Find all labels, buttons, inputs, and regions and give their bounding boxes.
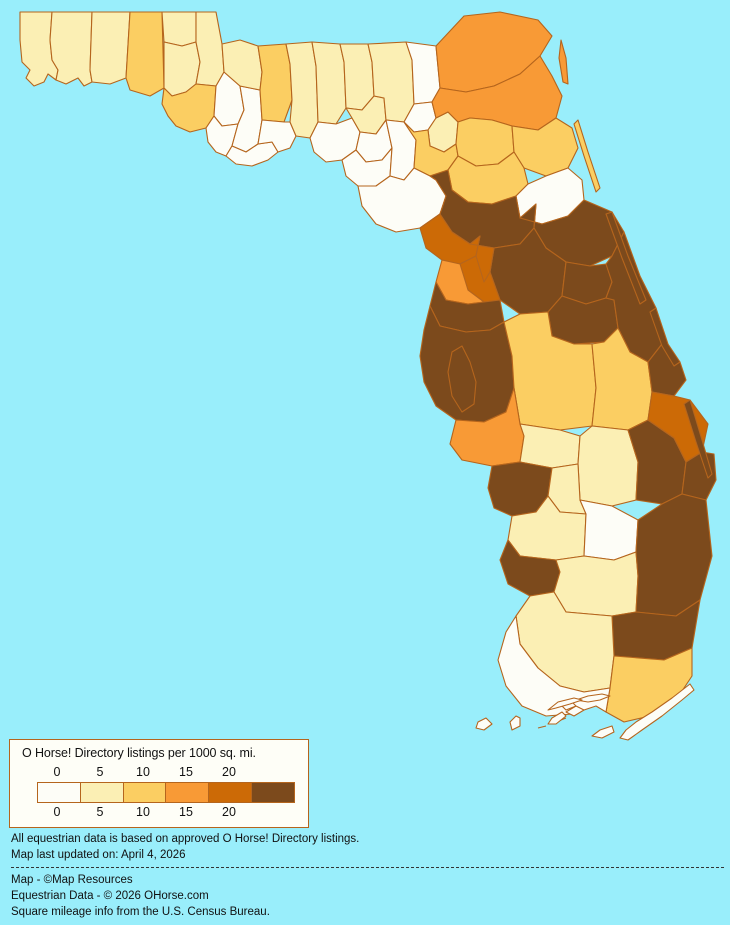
credit-census-bureau: Square mileage info from the U.S. Census…	[11, 906, 270, 918]
legend-ticks-bottom: 0 5 10 15 20	[10, 804, 310, 821]
legend-tick-top-10: 10	[136, 765, 150, 779]
county-pinellas	[447, 345, 477, 413]
legend-ticks-top: 0 5 10 15 20	[10, 764, 310, 781]
key-island-2	[565, 705, 585, 717]
county-wakulla	[257, 119, 297, 153]
county-palm-beach	[635, 493, 713, 617]
legend-tick-bottom-20: 20	[222, 805, 236, 819]
county-holmes	[161, 11, 197, 47]
legend-swatch-2	[123, 783, 167, 802]
legend-tick-bottom-5: 5	[96, 805, 104, 819]
county-okaloosa	[89, 11, 131, 85]
legend-tick-bottom-0: 0	[53, 805, 61, 819]
county-highlands	[577, 425, 639, 507]
county-hardee	[519, 423, 581, 469]
map-footnotes: All equestrian data is based on approved…	[11, 832, 724, 920]
county-monroe-keys	[619, 683, 695, 741]
legend-tick-top-0: 0	[53, 765, 61, 779]
credit-equestrian-data: Equestrian Data - © 2026 OHorse.com	[11, 890, 209, 902]
island-small-a	[475, 717, 493, 731]
legend-color-bar	[37, 782, 295, 803]
legend-swatch-4	[209, 783, 253, 802]
legend-tick-top-5: 5	[96, 765, 104, 779]
island-small-b	[509, 715, 521, 731]
county-walton	[125, 11, 165, 97]
island-small-c	[547, 697, 583, 711]
county-jackson	[195, 11, 225, 87]
legend-tick-top-20: 20	[222, 765, 236, 779]
county-franklin	[225, 141, 279, 167]
county-miami-dade	[605, 647, 693, 723]
legend-swatch-3	[166, 783, 210, 802]
barrier-island-mid	[573, 119, 601, 193]
marquesas-island	[575, 693, 611, 703]
county-orange	[547, 295, 619, 345]
legend-swatch-5	[252, 783, 294, 802]
legend-tick-bottom-15: 15	[179, 805, 193, 819]
legend-swatch-0	[38, 783, 81, 802]
barrier-island-south	[683, 399, 713, 479]
county-seminole	[561, 261, 613, 305]
barrier-island-north	[558, 39, 569, 85]
county-monroe-mainland	[497, 615, 611, 717]
legend-title: O Horse! Directory listings per 1000 sq.…	[22, 746, 256, 760]
county-leon	[257, 43, 293, 123]
map-legend: O Horse! Directory listings per 1000 sq.…	[9, 739, 309, 828]
county-hendry	[553, 551, 639, 617]
footer-divider	[11, 867, 724, 868]
legend-tick-bottom-10: 10	[136, 805, 150, 819]
key-west-island	[547, 711, 567, 725]
credit-map-resources: Map - ©Map Resources	[11, 874, 133, 886]
county-glades	[579, 499, 639, 561]
data-source-note: All equestrian data is based on approved…	[11, 833, 360, 845]
county-madison	[311, 41, 347, 125]
legend-tick-top-15: 15	[179, 765, 193, 779]
barrier-island-volusia	[605, 211, 647, 305]
last-updated-note: Map last updated on: April 4, 2026	[11, 848, 186, 861]
key-island-1	[591, 725, 615, 739]
legend-swatch-1	[80, 783, 124, 802]
barrier-island-brevard	[649, 307, 681, 367]
